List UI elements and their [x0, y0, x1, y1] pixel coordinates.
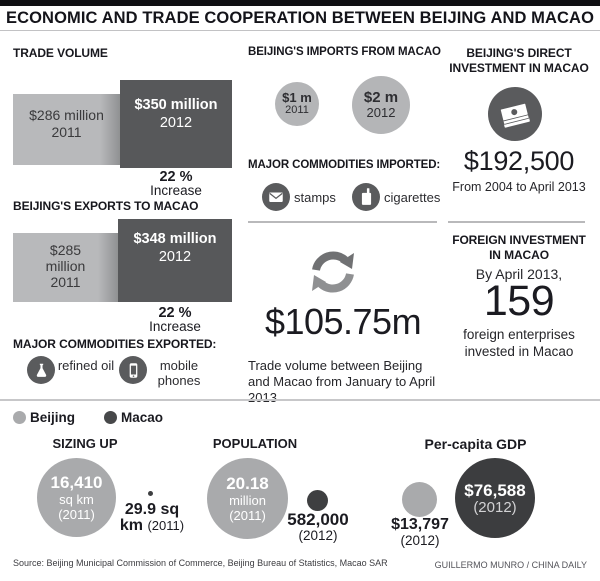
- cigarette-pack-icon: [352, 183, 380, 211]
- imports-bubble-2011: $1 m 2011: [275, 82, 319, 126]
- bar-value: $286 million: [29, 107, 104, 123]
- trade-volume-chart: $286 million 2011 $350 million 2012: [13, 80, 232, 168]
- direct-investment-heading: BEIJING'S DIRECT INVESTMENT IN MACAO: [449, 46, 589, 75]
- bar-value: $350 million: [134, 97, 218, 113]
- exports-heading: BEIJING'S EXPORTS TO MACAO: [13, 199, 199, 213]
- sizing-beijing-bubble: 16,410 sq km (2011): [37, 458, 116, 537]
- exported-commodities-heading: MAJOR COMMODITIES EXPORTED:: [13, 337, 217, 351]
- title-divider: [0, 30, 600, 31]
- gdp-beijing-dot: [402, 482, 437, 517]
- exchange-arrows-icon: [307, 246, 359, 298]
- commodity-label: mobile phones: [157, 358, 201, 388]
- bar-value: $285 million: [45, 242, 86, 274]
- gdp-macao-bubble: $76,588 (2012): [455, 458, 535, 538]
- sizing-macao-dot: [148, 491, 153, 496]
- imported-commodities-heading: MAJOR COMMODITIES IMPORTED:: [248, 159, 441, 171]
- exports-increase: 22 % Increase: [149, 305, 201, 334]
- population-heading: POPULATION: [212, 436, 298, 451]
- foreign-investment-caption: foreign enterprises invested in Macao: [463, 327, 575, 359]
- population-macao-dot: [307, 490, 328, 511]
- population-beijing-bubble: 20.18 million (2011): [207, 458, 288, 539]
- middle-divider: [248, 221, 437, 223]
- commodity-label: refined oil: [57, 358, 115, 373]
- page-title: ECONOMIC AND TRADE COOPERATION BETWEEN B…: [6, 9, 594, 27]
- imports-heading: BEIJING'S IMPORTS FROM MACAO: [248, 46, 441, 58]
- commodity-label: cigarettes: [384, 190, 441, 205]
- top-bar: [0, 0, 600, 6]
- foreign-investment-intro: By April 2013,: [475, 266, 563, 282]
- trade-total-caption: Trade volume between Beijing and Macao f…: [248, 358, 436, 405]
- gdp-beijing-value: $13,797 (2012): [391, 516, 449, 548]
- bar-year: 2012: [158, 249, 192, 265]
- foreign-investment-heading: FOREIGN INVESTMENT IN MACAO: [452, 233, 586, 262]
- exports-bar-2012: $348 million 2012: [118, 219, 232, 302]
- population-macao-value: 582,000 (2012): [287, 510, 349, 543]
- bar-year: 2011: [51, 124, 82, 140]
- imports-bubble-2012: $2 m 2012: [352, 76, 410, 134]
- sizing-macao-value: 29.9 sq km (2011): [119, 501, 185, 534]
- mobile-phone-icon: [119, 356, 147, 384]
- exports-chart: $285 million 2011 $348 million 2012: [13, 219, 232, 302]
- right-divider: [448, 221, 585, 223]
- trade-volume-heading: TRADE VOLUME: [13, 46, 108, 60]
- trade-volume-bar-2011: $286 million 2011: [13, 94, 120, 165]
- direct-investment-period: From 2004 to April 2013: [452, 180, 586, 194]
- trade-volume-bar-2012: $350 million 2012: [120, 80, 232, 168]
- sizing-heading: SIZING UP: [52, 436, 118, 451]
- legend-beijing-dot: [13, 411, 26, 424]
- trade-volume-increase: 22 % Increase: [150, 169, 202, 198]
- commodity-label: stamps: [294, 190, 336, 205]
- credit-note: GUILLERMO MUNRO / CHINA DAILY: [434, 560, 587, 570]
- gdp-heading: Per-capita GDP: [424, 436, 527, 452]
- flask-icon: [27, 356, 55, 384]
- bottom-divider: [0, 399, 600, 401]
- banknotes-icon: [488, 87, 542, 141]
- direct-investment-value: $192,500: [463, 146, 575, 176]
- bar-year: 2012: [159, 115, 193, 131]
- legend-beijing-label: Beijing: [30, 410, 76, 425]
- source-note: Source: Beijing Municipal Commission of …: [13, 558, 388, 568]
- foreign-investment-value: 159: [483, 277, 555, 325]
- legend-macao-label: Macao: [121, 410, 164, 425]
- exports-bar-2011: $285 million 2011: [13, 233, 118, 302]
- bar-value: $348 million: [133, 231, 217, 247]
- envelope-icon: [262, 183, 290, 211]
- legend-macao-dot: [104, 411, 117, 424]
- trade-total-value: $105.75m: [264, 301, 422, 342]
- bar-year: 2011: [50, 274, 81, 290]
